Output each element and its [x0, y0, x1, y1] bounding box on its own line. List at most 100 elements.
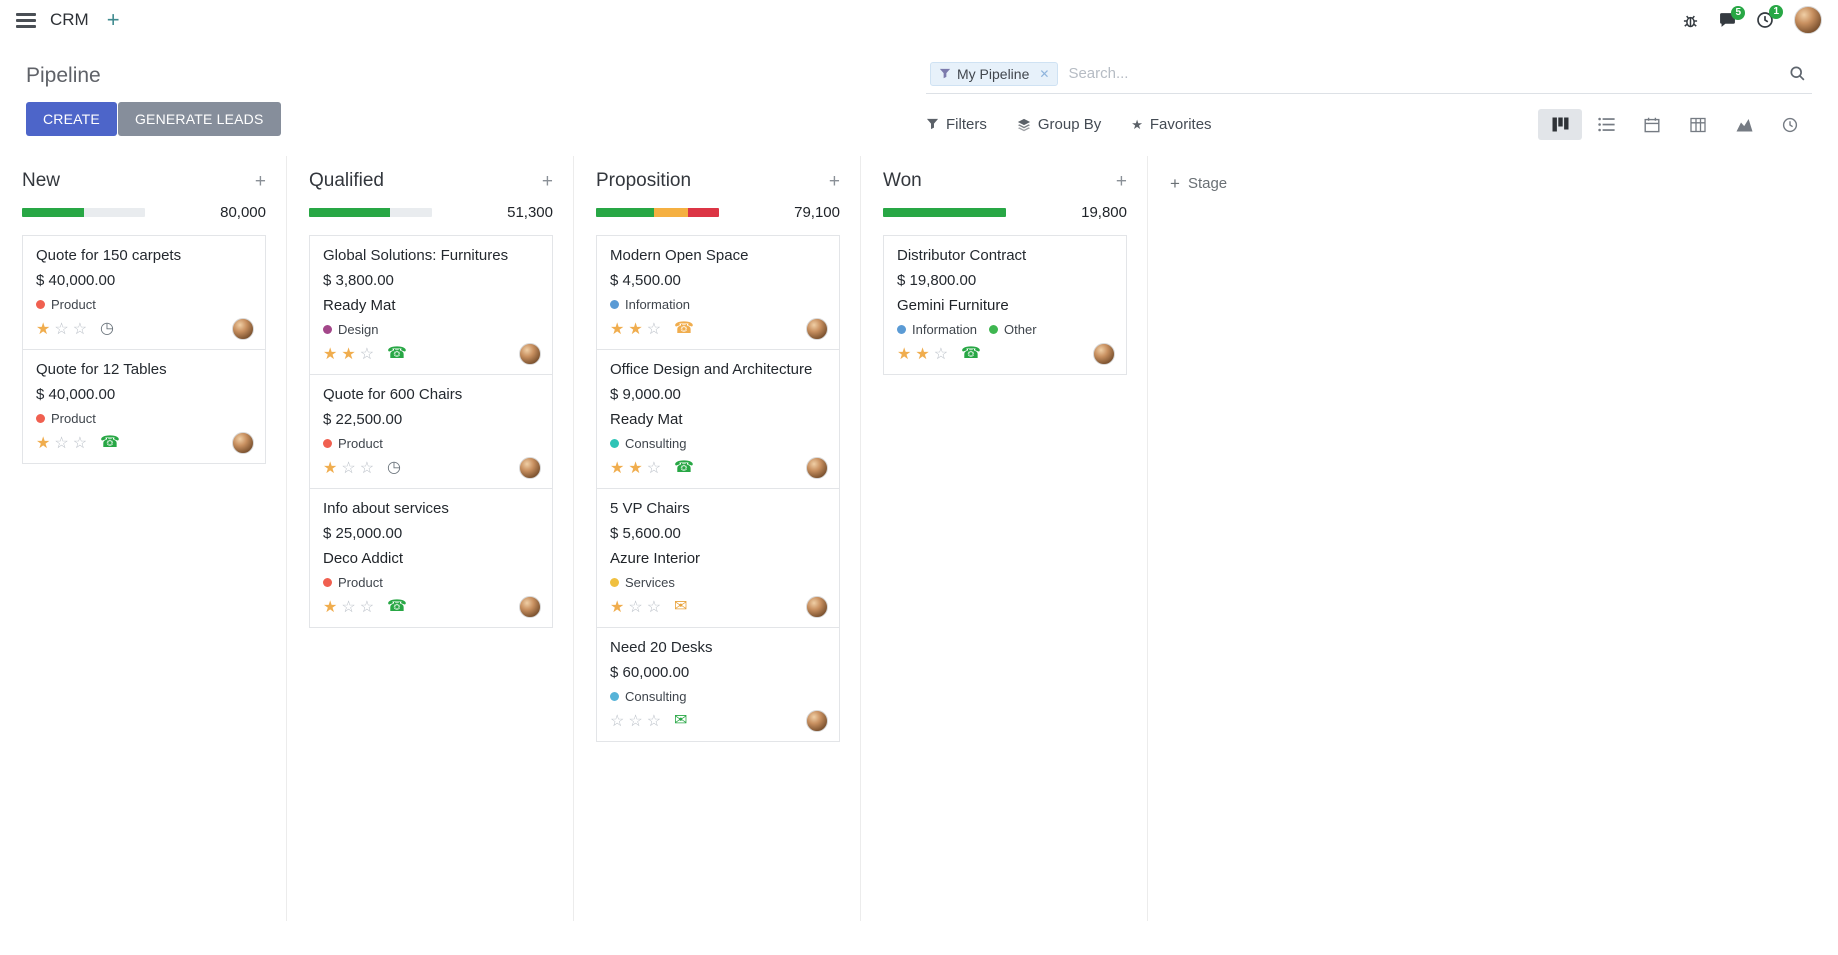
priority-stars[interactable]: ★ ☆ ☆ [323, 597, 378, 617]
salesperson-avatar[interactable] [1093, 343, 1115, 365]
star-empty-icon[interactable]: ☆ [646, 321, 662, 338]
kanban-card[interactable]: Modern Open Space $ 4,500.00 Information… [596, 235, 840, 350]
search-bar[interactable]: My Pipeline ✕ [926, 58, 1812, 94]
star-empty-icon[interactable]: ☆ [341, 460, 356, 477]
activity-phone-icon[interactable]: ☎ [387, 598, 407, 615]
priority-stars[interactable]: ★ ★ ☆ [897, 344, 952, 364]
activity-phone-icon[interactable]: ☎ [674, 459, 694, 476]
column-quick-add-icon[interactable]: + [1115, 170, 1127, 192]
view-activity-button[interactable] [1768, 109, 1812, 140]
star-empty-icon[interactable]: ☆ [628, 599, 643, 616]
activity-phone-icon[interactable]: ☎ [961, 345, 981, 362]
messages-icon[interactable]: 5 [1719, 5, 1745, 29]
star-filled-icon[interactable]: ★ [36, 435, 51, 452]
salesperson-avatar[interactable] [519, 596, 541, 618]
view-graph-button[interactable] [1722, 109, 1766, 140]
column-progressbar[interactable] [596, 208, 719, 217]
priority-stars[interactable]: ★ ☆ ☆ [36, 433, 91, 453]
star-filled-icon[interactable]: ★ [610, 599, 625, 616]
activity-phone-icon[interactable]: ☎ [674, 320, 694, 337]
activities-clock-icon[interactable]: 1 [1756, 5, 1783, 29]
kanban-card[interactable]: Quote for 600 Chairs $ 22,500.00 Product… [309, 374, 553, 489]
priority-stars[interactable]: ★ ★ ☆ [323, 344, 378, 364]
star-empty-icon[interactable]: ☆ [646, 599, 662, 616]
generate-leads-button[interactable]: GENERATE LEADS [117, 102, 281, 136]
view-pivot-button[interactable] [1676, 109, 1720, 140]
apps-menu-icon[interactable] [16, 12, 36, 28]
view-calendar-button[interactable] [1630, 109, 1674, 140]
star-filled-icon[interactable]: ★ [915, 346, 930, 363]
kanban-card[interactable]: Office Design and Architecture $ 9,000.0… [596, 349, 840, 489]
column-progressbar[interactable] [883, 208, 1006, 217]
priority-stars[interactable]: ☆ ☆ ☆ [610, 711, 665, 731]
star-filled-icon[interactable]: ★ [36, 321, 51, 338]
salesperson-avatar[interactable] [806, 596, 828, 618]
activity-phone-icon[interactable]: ☎ [100, 434, 120, 451]
star-filled-icon[interactable]: ★ [610, 460, 625, 477]
salesperson-avatar[interactable] [806, 457, 828, 479]
star-empty-icon[interactable]: ☆ [646, 713, 662, 730]
star-empty-icon[interactable]: ☆ [646, 460, 662, 477]
column-title[interactable]: Won [883, 170, 922, 191]
star-empty-icon[interactable]: ☆ [610, 713, 625, 730]
priority-stars[interactable]: ★ ★ ☆ [610, 458, 665, 478]
kanban-card[interactable]: Quote for 12 Tables $ 40,000.00 Product … [22, 349, 266, 464]
star-empty-icon[interactable]: ☆ [341, 599, 356, 616]
activity-envelope-icon[interactable]: ✉ [674, 712, 688, 729]
activity-clock-icon[interactable]: ◷ [387, 459, 401, 476]
bug-icon[interactable] [1682, 12, 1699, 29]
activity-clock-icon[interactable]: ◷ [100, 320, 114, 337]
priority-stars[interactable]: ★ ☆ ☆ [36, 319, 91, 339]
column-title[interactable]: Qualified [309, 170, 384, 191]
star-filled-icon[interactable]: ★ [610, 321, 625, 338]
star-empty-icon[interactable]: ☆ [359, 599, 375, 616]
salesperson-avatar[interactable] [806, 710, 828, 732]
kanban-card[interactable]: Distributor Contract $ 19,800.00 Gemini … [883, 235, 1127, 375]
view-list-button[interactable] [1584, 109, 1628, 140]
column-title[interactable]: Proposition [596, 170, 692, 191]
kanban-card[interactable]: Need 20 Desks $ 60,000.00 Consulting ☆ ☆ ☆… [596, 627, 840, 742]
kanban-card[interactable]: Global Solutions: Furnitures $ 3,800.00 … [309, 235, 553, 375]
kanban-card[interactable]: Info about services $ 25,000.00 Deco Add… [309, 488, 553, 628]
column-quick-add-icon[interactable]: + [828, 170, 840, 192]
priority-stars[interactable]: ★ ☆ ☆ [610, 597, 665, 617]
priority-stars[interactable]: ★ ☆ ☆ [323, 458, 378, 478]
kanban-card[interactable]: Quote for 150 carpets $ 40,000.00 Produc… [22, 235, 266, 350]
app-name[interactable]: CRM [50, 10, 89, 29]
activity-phone-icon[interactable]: ☎ [387, 345, 407, 362]
kanban-card[interactable]: 5 VP Chairs $ 5,600.00 Azure Interior Se… [596, 488, 840, 628]
salesperson-avatar[interactable] [519, 457, 541, 479]
star-filled-icon[interactable]: ★ [323, 599, 338, 616]
activity-envelope-icon[interactable]: ✉ [674, 598, 688, 615]
salesperson-avatar[interactable] [519, 343, 541, 365]
star-filled-icon[interactable]: ★ [323, 460, 338, 477]
group-by-button[interactable]: Group By [1017, 116, 1101, 133]
add-icon[interactable]: + [106, 7, 120, 32]
view-kanban-button[interactable] [1538, 109, 1582, 140]
star-empty-icon[interactable]: ☆ [54, 435, 69, 452]
star-empty-icon[interactable]: ☆ [628, 713, 643, 730]
salesperson-avatar[interactable] [806, 318, 828, 340]
create-button[interactable]: CREATE [26, 102, 117, 136]
column-title[interactable]: New [22, 170, 61, 191]
star-filled-icon[interactable]: ★ [897, 346, 912, 363]
priority-stars[interactable]: ★ ★ ☆ [610, 319, 665, 339]
star-filled-icon[interactable]: ★ [323, 346, 338, 363]
salesperson-avatar[interactable] [232, 432, 254, 454]
star-empty-icon[interactable]: ☆ [933, 346, 949, 363]
star-empty-icon[interactable]: ☆ [359, 460, 375, 477]
star-empty-icon[interactable]: ☆ [54, 321, 69, 338]
filters-button[interactable]: Filters [926, 116, 987, 133]
search-facet[interactable]: My Pipeline ✕ [930, 61, 1059, 86]
search-icon[interactable] [1789, 65, 1806, 82]
column-progressbar[interactable] [22, 208, 145, 217]
star-empty-icon[interactable]: ☆ [72, 435, 88, 452]
star-filled-icon[interactable]: ★ [341, 346, 356, 363]
column-quick-add-icon[interactable]: + [254, 170, 266, 192]
facet-remove-icon[interactable]: ✕ [1039, 66, 1050, 81]
favorites-button[interactable]: ★ Favorites [1131, 116, 1212, 133]
star-filled-icon[interactable]: ★ [628, 321, 643, 338]
salesperson-avatar[interactable] [232, 318, 254, 340]
user-avatar[interactable] [1794, 6, 1822, 34]
star-empty-icon[interactable]: ☆ [72, 321, 88, 338]
